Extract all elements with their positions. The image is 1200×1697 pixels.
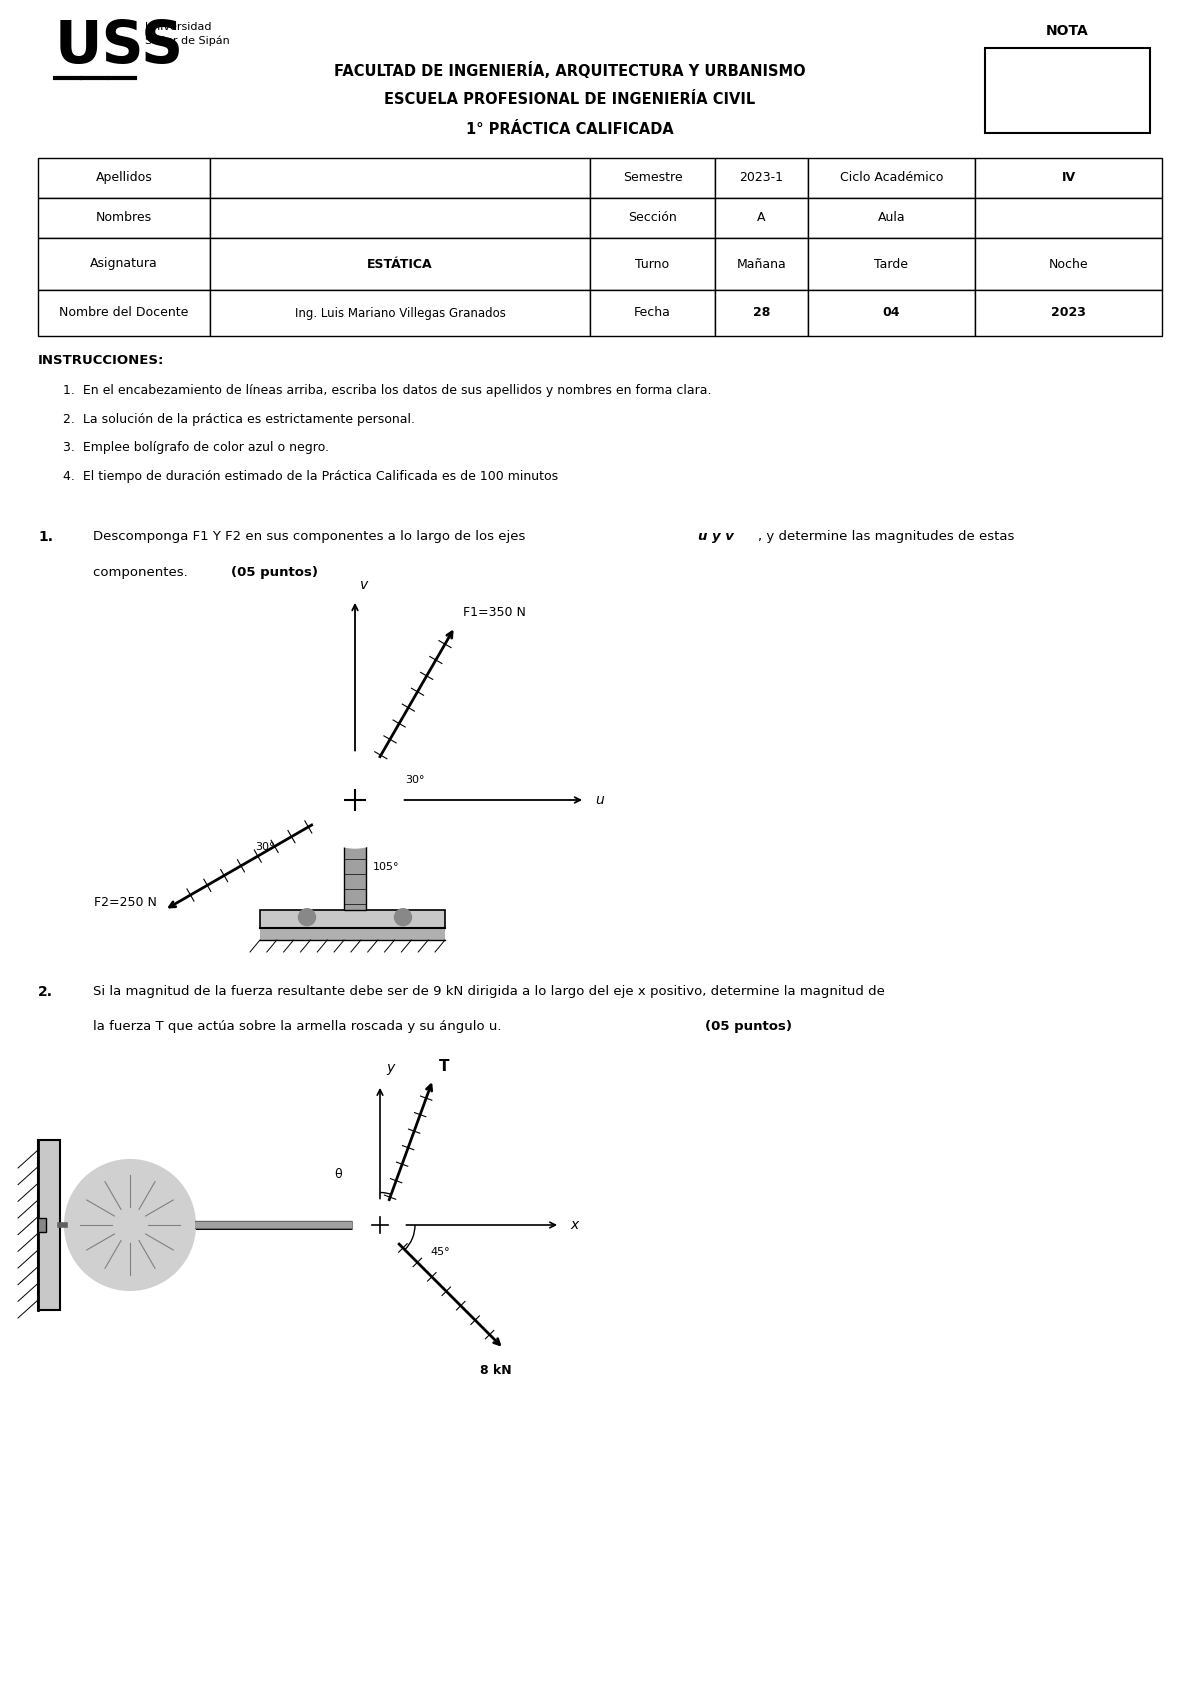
Bar	[985, 48, 1150, 132]
Bar	[808, 238, 974, 290]
Text: 2.: 2.	[38, 984, 53, 1000]
Bar	[974, 199, 1162, 238]
Text: Sección: Sección	[628, 212, 677, 224]
Bar	[974, 238, 1162, 290]
Bar	[38, 1140, 60, 1310]
Text: Aula: Aula	[877, 212, 905, 224]
Text: 105°: 105°	[373, 862, 400, 872]
Bar	[260, 910, 445, 928]
Bar	[260, 928, 445, 940]
Text: Si la magnitud de la fuerza resultante debe ser de 9 kN dirigida a lo largo del : Si la magnitud de la fuerza resultante d…	[94, 984, 884, 998]
Text: x: x	[570, 1218, 578, 1232]
Text: 04: 04	[883, 307, 900, 319]
Text: ESTÁTICA: ESTÁTICA	[367, 258, 433, 270]
Text: USS: USS	[55, 19, 184, 75]
Text: 45°: 45°	[430, 1247, 450, 1257]
Bar	[715, 290, 808, 336]
Text: F1=350 N: F1=350 N	[463, 606, 526, 619]
Text: 1.: 1.	[38, 529, 53, 545]
Text: Apellidos: Apellidos	[96, 171, 152, 185]
Bar	[808, 199, 974, 238]
Text: 28: 28	[752, 307, 770, 319]
Bar	[590, 290, 715, 336]
Bar	[210, 290, 590, 336]
Text: θ: θ	[334, 1169, 342, 1181]
Text: 8 kN: 8 kN	[480, 1364, 511, 1376]
Text: Turno: Turno	[636, 258, 670, 270]
Text: Noche: Noche	[1049, 258, 1088, 270]
Bar	[210, 238, 590, 290]
Bar	[38, 290, 210, 336]
Bar	[210, 158, 590, 199]
Text: 1° PRÁCTICA CALIFICADA: 1° PRÁCTICA CALIFICADA	[466, 122, 674, 137]
Text: y: y	[386, 1061, 395, 1074]
Text: NOTA: NOTA	[1046, 24, 1088, 37]
Text: T: T	[439, 1059, 450, 1074]
Bar	[974, 158, 1162, 199]
Text: 2023: 2023	[1051, 307, 1086, 319]
Text: Fecha: Fecha	[634, 307, 671, 319]
Text: 1.  En el encabezamiento de líneas arriba, escriba los datos de sus apellidos y : 1. En el encabezamiento de líneas arriba…	[64, 384, 712, 397]
Bar	[590, 158, 715, 199]
Bar	[715, 238, 808, 290]
Bar	[974, 290, 1162, 336]
Text: 3.  Emplee bolígrafo de color azul o negro.: 3. Emplee bolígrafo de color azul o negr…	[64, 441, 329, 455]
Text: Asignatura: Asignatura	[90, 258, 158, 270]
Text: 30°: 30°	[406, 776, 425, 786]
Text: Ing. Luis Mariano Villegas Granados: Ing. Luis Mariano Villegas Granados	[294, 307, 505, 319]
Circle shape	[355, 1200, 406, 1251]
Circle shape	[65, 1161, 194, 1290]
Text: 2.  La solución de la práctica es estrictamente personal.: 2. La solución de la práctica es estrict…	[64, 412, 415, 426]
Text: FACULTAD DE INGENIERÍA, ARQUITECTURA Y URBANISMO: FACULTAD DE INGENIERÍA, ARQUITECTURA Y U…	[334, 63, 806, 80]
Circle shape	[368, 1213, 392, 1237]
Bar	[38, 199, 210, 238]
Bar	[715, 158, 808, 199]
Text: Tarde: Tarde	[875, 258, 908, 270]
Text: (05 puntos): (05 puntos)	[706, 1020, 792, 1033]
Text: Nombre del Docente: Nombre del Docente	[59, 307, 188, 319]
Text: , y determine las magnitudes de estas: , y determine las magnitudes de estas	[758, 529, 1014, 543]
Bar	[38, 238, 210, 290]
Text: la fuerza T que actúa sobre la armella roscada y su ángulo u.: la fuerza T que actúa sobre la armella r…	[94, 1020, 505, 1033]
Bar	[590, 238, 715, 290]
Circle shape	[307, 752, 403, 848]
Text: A: A	[757, 212, 766, 224]
Text: Nombres: Nombres	[96, 212, 152, 224]
Text: (05 puntos): (05 puntos)	[230, 567, 318, 579]
Text: IV: IV	[1062, 171, 1075, 185]
Text: Ciclo Académico: Ciclo Académico	[840, 171, 943, 185]
Text: ESCUELA PROFESIONAL DE INGENIERÍA CIVIL: ESCUELA PROFESIONAL DE INGENIERÍA CIVIL	[384, 92, 756, 107]
Bar	[715, 199, 808, 238]
Text: Semestre: Semestre	[623, 171, 683, 185]
Text: INSTRUCCIONES:: INSTRUCCIONES:	[38, 355, 164, 367]
Text: F2=250 N: F2=250 N	[94, 896, 156, 908]
Bar	[210, 199, 590, 238]
Bar	[808, 290, 974, 336]
Text: Universidad
Señor de Sipán: Universidad Señor de Sipán	[145, 22, 229, 46]
Circle shape	[299, 908, 316, 925]
Text: 2023-1: 2023-1	[739, 171, 784, 185]
Text: u y v: u y v	[698, 529, 734, 543]
Text: u: u	[595, 792, 604, 808]
Text: componentes.: componentes.	[94, 567, 192, 579]
Text: Descomponga F1 Y F2 en sus componentes a lo largo de los ejes: Descomponga F1 Y F2 en sus componentes a…	[94, 529, 529, 543]
Text: 4.  El tiempo de duración estimado de la Práctica Calificada es de 100 minutos: 4. El tiempo de duración estimado de la …	[64, 470, 558, 482]
Bar	[38, 1218, 46, 1232]
Bar	[38, 158, 210, 199]
Text: 30°: 30°	[256, 842, 275, 852]
Text: v: v	[360, 579, 368, 592]
Text: Mañana: Mañana	[737, 258, 786, 270]
Circle shape	[395, 908, 412, 925]
Circle shape	[329, 774, 382, 826]
Bar	[808, 158, 974, 199]
Bar	[590, 199, 715, 238]
Bar	[344, 838, 366, 910]
